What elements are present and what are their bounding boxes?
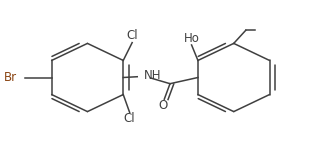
Text: Cl: Cl [124, 112, 135, 125]
Text: NH: NH [144, 69, 162, 82]
Text: Ho: Ho [184, 32, 200, 45]
Text: Br: Br [4, 71, 17, 84]
Text: Cl: Cl [126, 29, 138, 42]
Text: O: O [158, 99, 168, 112]
